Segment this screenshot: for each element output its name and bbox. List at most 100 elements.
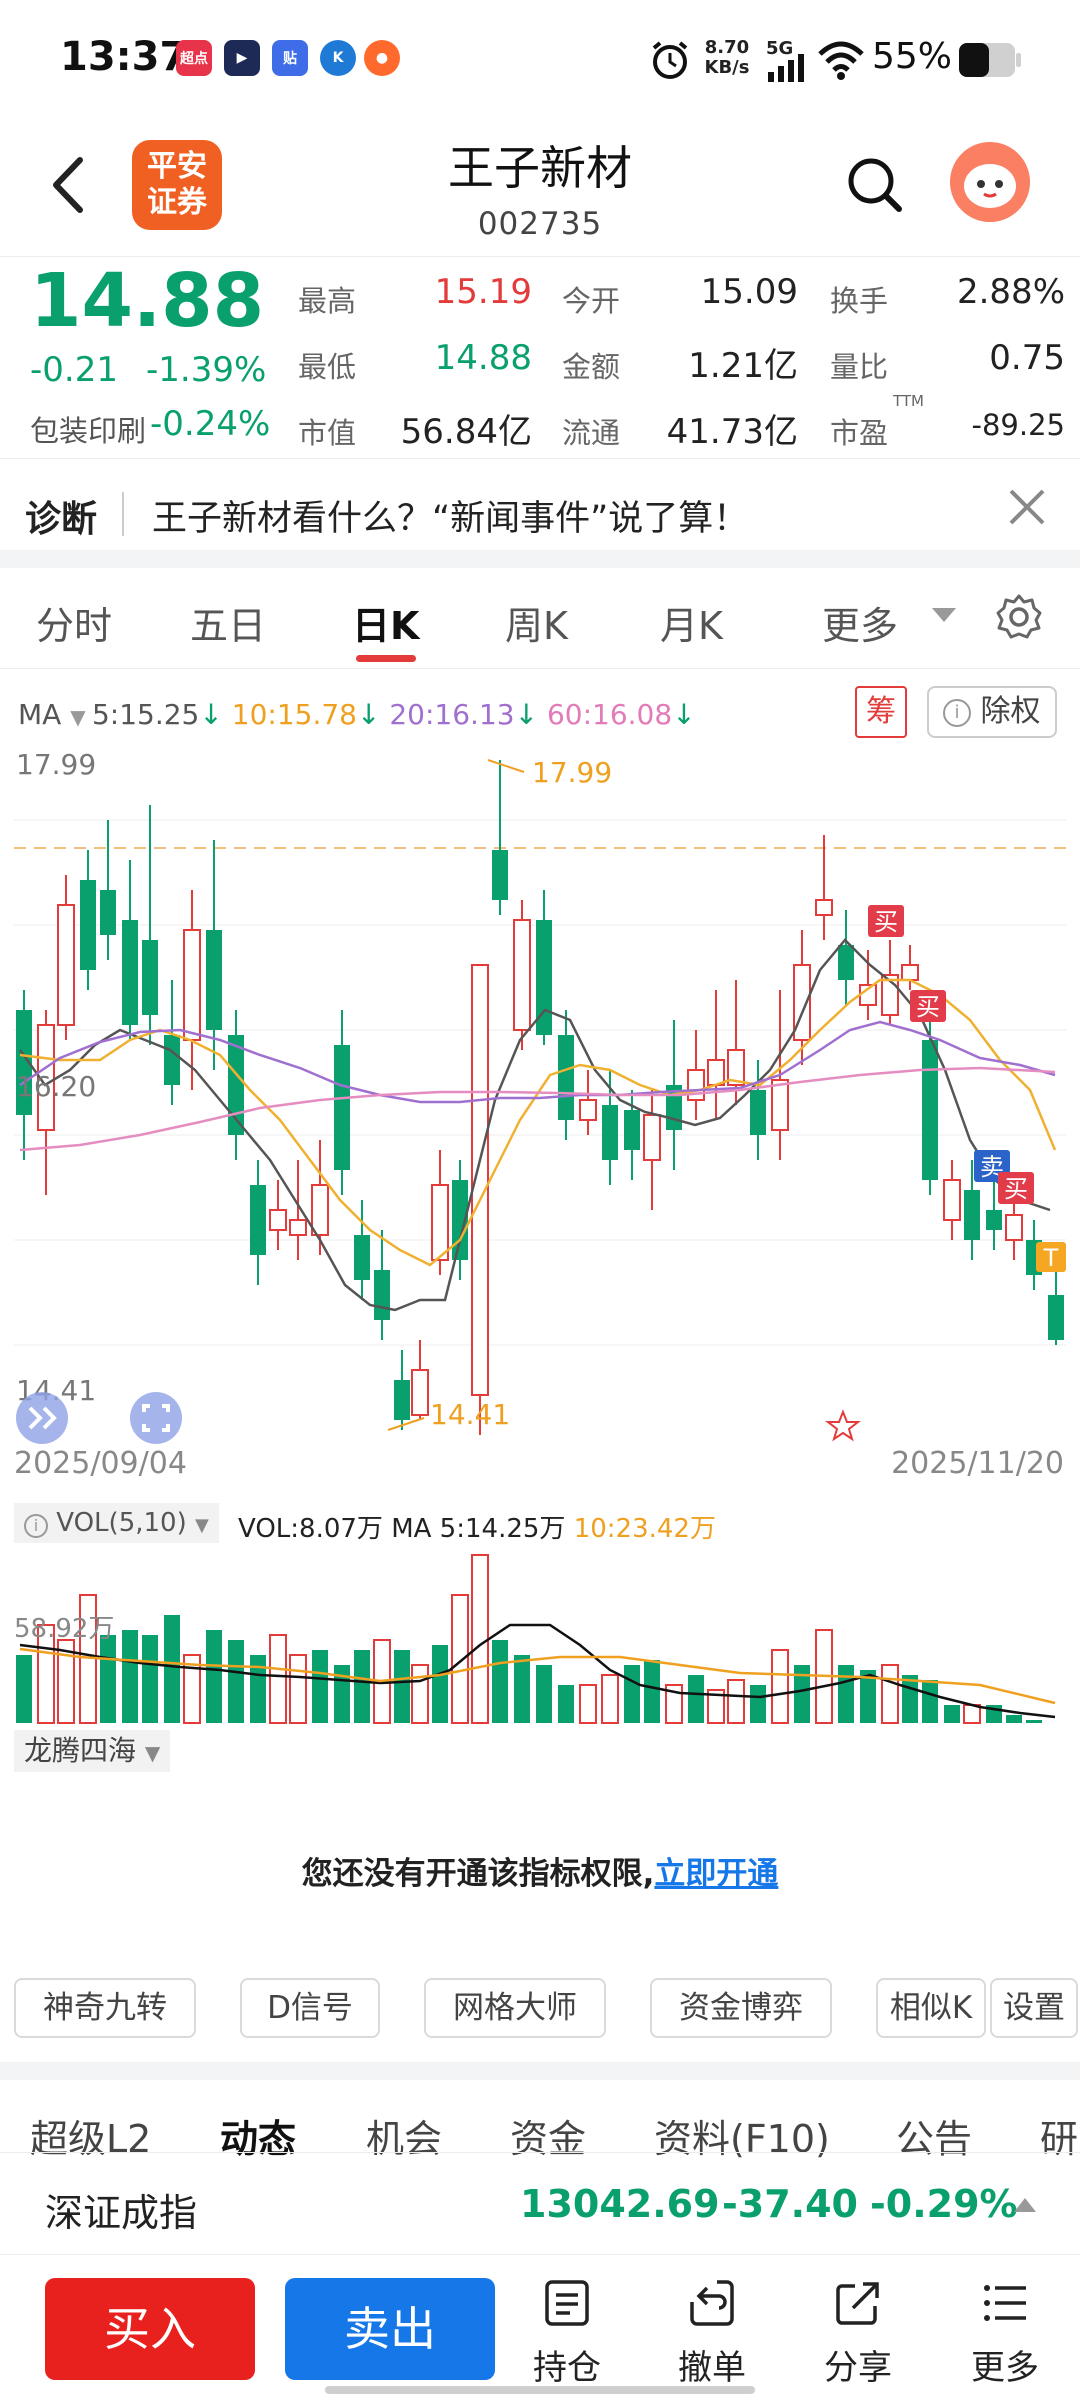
ma60-value: 60:16.08 (546, 698, 673, 731)
market-cap-value: 56.84亿 (400, 412, 532, 452)
tab-opportunity[interactable]: 机会 (366, 2117, 443, 2161)
tab-weekly-k[interactable]: 周K (505, 604, 568, 648)
kline-chart[interactable]: 17.99 16.20 14.41 17.99 14.41 买 买 卖 买 T … (0, 740, 1080, 1480)
more-button[interactable]: 更多 (950, 2278, 1060, 2389)
permission-text: 您还没有开通该指标权限, (301, 1856, 655, 1892)
tab-super-l2[interactable]: 超级L2 (30, 2117, 152, 2161)
cancel-order-icon (690, 2280, 734, 2326)
index-value: 13042.69 (520, 2182, 720, 2226)
candle-body (452, 1180, 468, 1260)
index-name[interactable]: 深证成指 (45, 2191, 198, 2235)
play-app-icon: ▶ (224, 40, 260, 76)
tool-grid-master[interactable]: 网格大师 (424, 1978, 606, 2038)
volume-bar (558, 1685, 574, 1723)
assistant-avatar-icon[interactable] (950, 142, 1030, 222)
volume-indicator-button[interactable]: i VOL(5,10) ▼ (14, 1503, 219, 1543)
volume-bar (57, 1639, 75, 1724)
candle-body (37, 1024, 55, 1131)
candle-body (16, 1010, 32, 1115)
tool-nine-turn[interactable]: 神奇九转 (14, 1978, 196, 2038)
candle-body (750, 1090, 766, 1135)
cancel-order-button[interactable]: 撤单 (657, 2278, 767, 2389)
volume-bar (1026, 1720, 1042, 1723)
turnover-value: 2.88% (956, 272, 1065, 312)
volume-bar (289, 1654, 307, 1724)
volume-bar (432, 1645, 448, 1723)
tab-f10[interactable]: 资料(F10) (654, 2117, 830, 2161)
sell-button[interactable]: 卖出 (285, 2278, 495, 2380)
down-arrow-icon: ↓ (514, 698, 547, 731)
candle-body (707, 1059, 725, 1086)
more-menu-icon (984, 2285, 1026, 2321)
wifi-icon (818, 41, 864, 80)
back-arrow-icon[interactable] (40, 150, 100, 220)
ma20-line (19, 1020, 1056, 1104)
share-label: 分享 (824, 2348, 892, 2388)
volume-stats: VOL:8.07万 MA 5:14.25万 10:23.42万 (238, 1508, 716, 1545)
tab-daily-k[interactable]: 日K (352, 604, 420, 648)
tab-monthly-k[interactable]: 月K (660, 604, 723, 648)
volume-bar (688, 1675, 704, 1723)
tab-research[interactable]: 研 (1040, 2117, 1079, 2161)
search-icon[interactable] (845, 155, 905, 215)
candle-body (536, 920, 552, 1035)
tab-announcement[interactable]: 公告 (896, 2117, 973, 2161)
volume-bar (411, 1664, 429, 1724)
tab-capital[interactable]: 资金 (510, 2117, 587, 2161)
tool-capital-game[interactable]: 资金博弈 (650, 1978, 832, 2038)
volume-bar (922, 1680, 938, 1723)
holdings-button[interactable]: 持仓 (512, 2278, 622, 2389)
open-permission-link[interactable]: 立即开通 (654, 1856, 779, 1892)
tab-intraday[interactable]: 分时 (36, 604, 113, 648)
ma-dropdown-icon[interactable]: ▼ (70, 705, 92, 729)
indicator2-label: 龙腾四海 (24, 1734, 137, 1767)
candle-body (411, 1369, 429, 1416)
indicator2-button[interactable]: 龙腾四海 ▼ (14, 1730, 171, 1772)
chip-distribution-button[interactable]: 筹 (855, 686, 907, 738)
candle-body (687, 1069, 705, 1101)
diagnosis-text[interactable]: 王子新材看什么？“新闻事件”说了算！ (152, 499, 749, 539)
gear-icon[interactable] (994, 592, 1044, 642)
volume-bar (1006, 1715, 1022, 1723)
amount-label: 金额 (562, 350, 621, 384)
candle-body (142, 940, 158, 1015)
share-button[interactable]: 分享 (803, 2278, 913, 2389)
date-start-label: 2025/09/04 (14, 1446, 187, 1480)
tab-five-day[interactable]: 五日 (190, 604, 267, 648)
diagnosis-divider (122, 492, 124, 536)
down-arrow-icon: ↓ (356, 698, 390, 731)
home-indicator[interactable] (325, 2386, 755, 2394)
candle-body (57, 904, 75, 1026)
broker-logo[interactable]: 平安 证券 (132, 140, 222, 230)
candle-body (727, 1049, 745, 1086)
candle-body (901, 964, 919, 981)
ex-rights-button[interactable]: i 除权 (927, 686, 1057, 738)
buy-signal-1: 买 (868, 905, 904, 937)
tool-settings[interactable]: 设置 (990, 1978, 1078, 2038)
tool-d-signal[interactable]: D信号 (240, 1978, 380, 2038)
low-marker-line (387, 1417, 425, 1431)
t-signal: T (1036, 1242, 1066, 1272)
volume-bar (250, 1655, 266, 1723)
ma-legend[interactable]: MA ▼ 5:15.25↓ 10:15.78↓ 20:16.13↓ 60:16.… (18, 698, 696, 731)
buy-button[interactable]: 买入 (45, 2278, 255, 2380)
volume-bar (838, 1665, 854, 1723)
volume-bar (902, 1675, 918, 1723)
candle-body (394, 1380, 410, 1420)
volume-bar (183, 1654, 201, 1724)
volume-axis-label: 58.92万 (14, 1614, 114, 1644)
volume-bar (624, 1665, 640, 1723)
weather-app-icon: ● (364, 40, 400, 76)
tool-similar-k[interactable]: 相似K (876, 1978, 986, 2038)
volume-chart[interactable]: 58.92万 (0, 1545, 1080, 1730)
dropdown-triangle-icon[interactable] (932, 608, 956, 624)
sector-change-pct[interactable]: -0.24% (150, 404, 271, 444)
sector-name[interactable]: 包装印刷 (30, 414, 147, 448)
float-cap-label: 流通 (562, 416, 621, 450)
turnover-label: 换手 (830, 284, 889, 318)
candle-body (354, 1235, 370, 1280)
tab-more[interactable]: 更多 (822, 604, 899, 648)
tab-news[interactable]: 动态 (220, 2117, 297, 2161)
expand-up-icon[interactable] (1014, 2196, 1036, 2212)
close-icon[interactable] (1005, 485, 1049, 529)
